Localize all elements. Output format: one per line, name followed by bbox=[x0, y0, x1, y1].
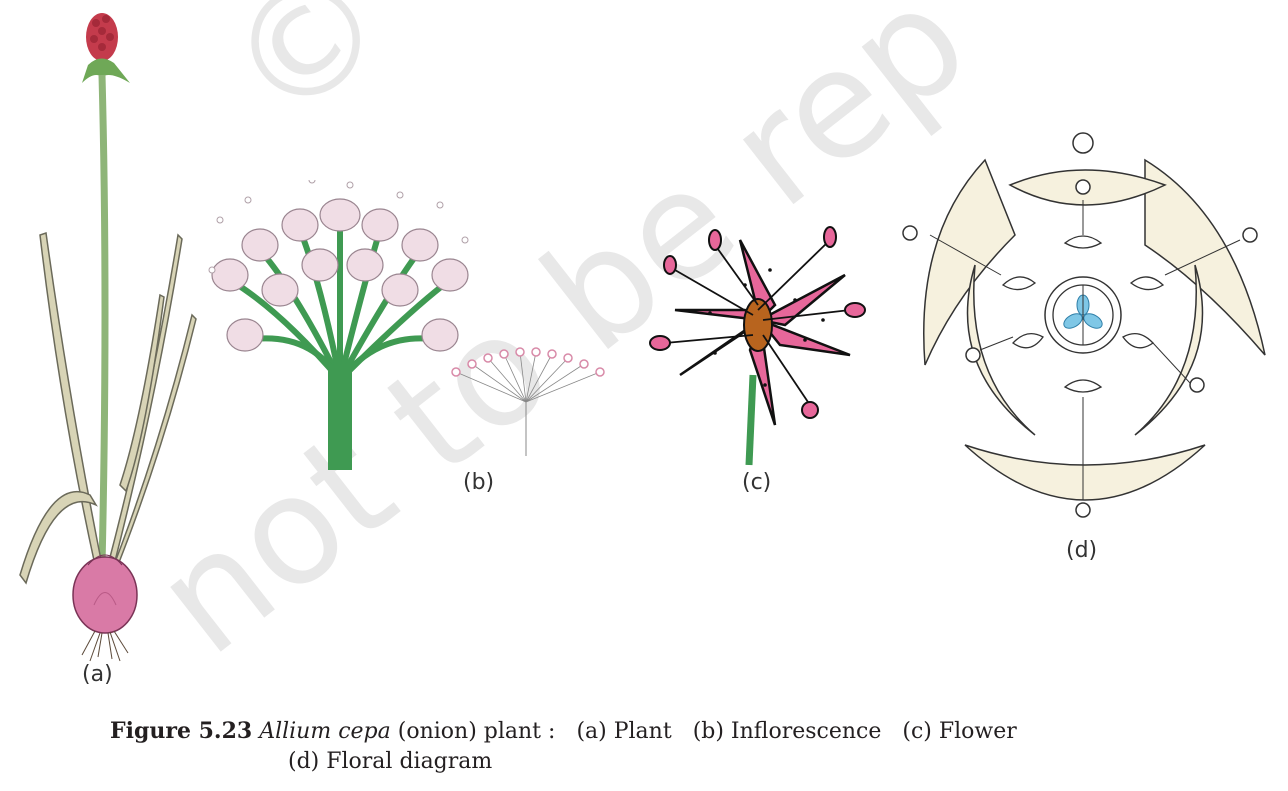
caption-rest: (onion) plant : bbox=[397, 719, 556, 744]
panel-c-label: (c) bbox=[742, 470, 772, 495]
stamens bbox=[664, 239, 851, 406]
flower-illustration bbox=[649, 226, 866, 466]
ovules bbox=[1063, 294, 1103, 329]
scape bbox=[328, 365, 352, 470]
caption-item-d: (d) Floral diagram bbox=[288, 749, 493, 774]
bulb bbox=[72, 556, 138, 634]
petals bbox=[674, 239, 851, 426]
species-name: Allium cepa bbox=[259, 719, 391, 744]
outer-tepals bbox=[923, 158, 1266, 501]
caption-item-a: (a) Plant bbox=[576, 719, 672, 744]
panel-b-label: (b) bbox=[463, 470, 495, 495]
flower-bud bbox=[82, 13, 130, 83]
caption-item-c: (c) Flower bbox=[902, 719, 1017, 744]
roots bbox=[81, 630, 129, 662]
svg-text:© NC: © NC bbox=[195, 0, 629, 158]
figure-number: Figure 5.23 bbox=[110, 718, 253, 744]
figure-caption: Figure 5.23 Allium cepa (onion) plant : … bbox=[110, 716, 1017, 777]
caption-item-b: (b) Inflorescence bbox=[692, 719, 882, 744]
panel-d-label: (d) bbox=[1066, 538, 1098, 563]
panel-a-label: (a) bbox=[82, 662, 113, 687]
stamens bbox=[1001, 235, 1165, 393]
floral-diagram bbox=[902, 132, 1266, 518]
inflorescence-illustration bbox=[208, 180, 605, 470]
onion-plant-illustration bbox=[19, 13, 197, 662]
umbel-diagram bbox=[451, 347, 605, 456]
mother-axis bbox=[1072, 132, 1094, 154]
stamens bbox=[208, 180, 469, 274]
umbel-flowers bbox=[211, 198, 469, 352]
